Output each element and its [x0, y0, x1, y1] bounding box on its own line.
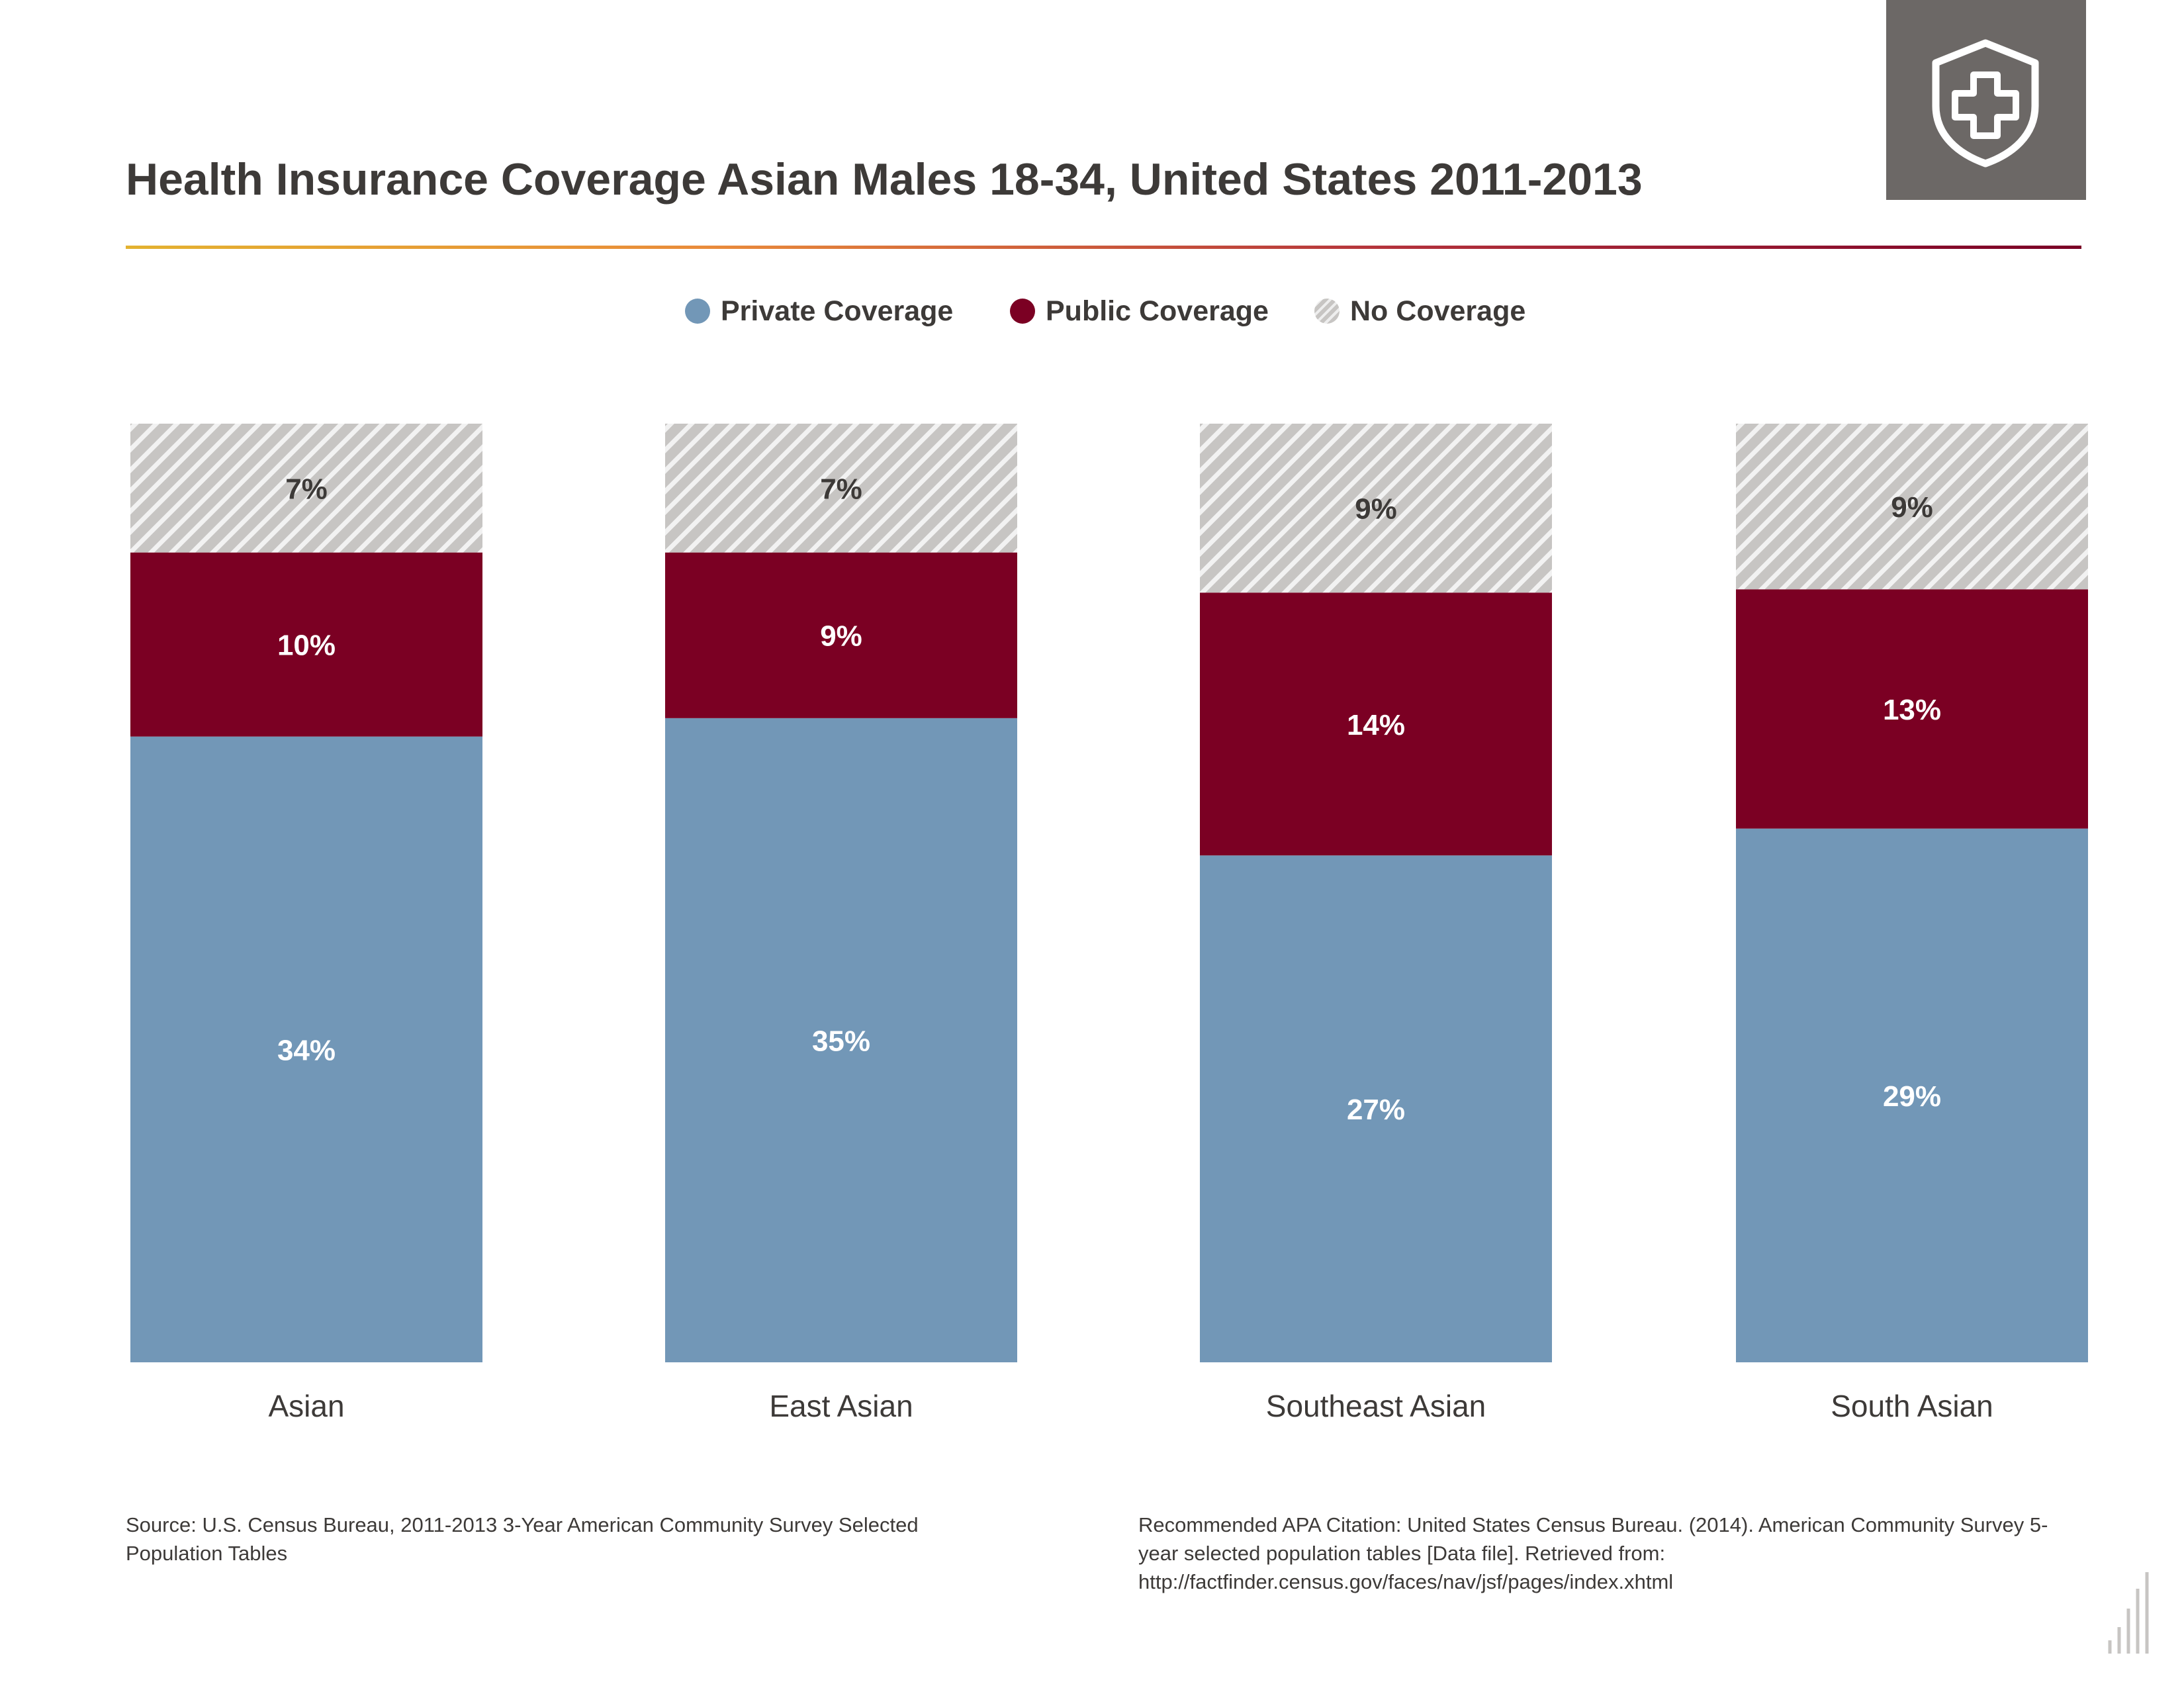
legend-label-private: Private Coverage [721, 295, 954, 327]
data-label-south-asian-private-coverage: 29% [1883, 1080, 1941, 1113]
legend-swatch-none [1314, 299, 1340, 324]
category-label-southeast-asian: Southeast Asian [1266, 1389, 1486, 1423]
data-label-southeast-asian-no-coverage: 9% [1355, 493, 1397, 526]
data-label-east-asian-public-coverage: 9% [820, 620, 862, 653]
data-label-south-asian-public-coverage: 13% [1883, 694, 1941, 726]
bar-south-asian-public-coverage [1736, 589, 2088, 829]
data-label-asian-public-coverage: 10% [277, 630, 336, 662]
citation-note: Recommended APA Citation: United States … [1138, 1513, 2048, 1593]
bar-south-asian-no-coverage [1736, 424, 2088, 590]
data-label-southeast-asian-private-coverage: 27% [1347, 1094, 1405, 1126]
bar-southeast-asian-private-coverage [1200, 855, 1552, 1362]
bar-east-asian-public-coverage [665, 552, 1017, 718]
health-badge [1886, 0, 2086, 200]
title-divider [126, 246, 2081, 249]
bar-asian-private-coverage [130, 736, 482, 1362]
category-label-east-asian: East Asian [769, 1389, 913, 1423]
bar-asian-no-coverage [130, 424, 482, 553]
category-label-south-asian: South Asian [1831, 1389, 1993, 1423]
bar-southeast-asian-public-coverage [1200, 592, 1552, 856]
bar-south-asian-private-coverage [1736, 828, 2088, 1362]
shield-cross-icon [1932, 39, 2039, 167]
chart-title: Health Insurance Coverage Asian Males 18… [126, 154, 1643, 205]
data-label-asian-private-coverage: 34% [277, 1034, 336, 1066]
chart-legend: Private Coverage Public Coverage No Cove… [0, 291, 2184, 331]
legend-label-none: No Coverage [1350, 295, 1526, 327]
category-label-asian: Asian [268, 1389, 344, 1423]
legend-label-public: Public Coverage [1046, 295, 1269, 327]
data-label-east-asian-private-coverage: 35% [812, 1025, 870, 1057]
data-label-asian-no-coverage: 7% [285, 473, 328, 505]
bar-east-asian-no-coverage [665, 424, 1017, 553]
legend-swatch-public [1010, 299, 1035, 324]
stacked-bar-chart: 34% 10% 7% Asian 35% 9% 7% East Asian 27% 14% 9% So… [130, 424, 2088, 1423]
bar-chart-logo-icon [2108, 1572, 2149, 1654]
data-label-east-asian-no-coverage: 7% [820, 473, 862, 505]
data-label-southeast-asian-public-coverage: 14% [1347, 709, 1405, 741]
bar-southeast-asian-no-coverage [1200, 424, 1552, 593]
bar-asian-public-coverage [130, 552, 482, 737]
source-note: Source: U.S. Census Bureau, 2011-2013 3-… [126, 1513, 919, 1565]
legend-swatch-private [685, 299, 710, 324]
bar-east-asian-private-coverage [665, 718, 1017, 1362]
data-label-south-asian-no-coverage: 9% [1891, 491, 1933, 524]
